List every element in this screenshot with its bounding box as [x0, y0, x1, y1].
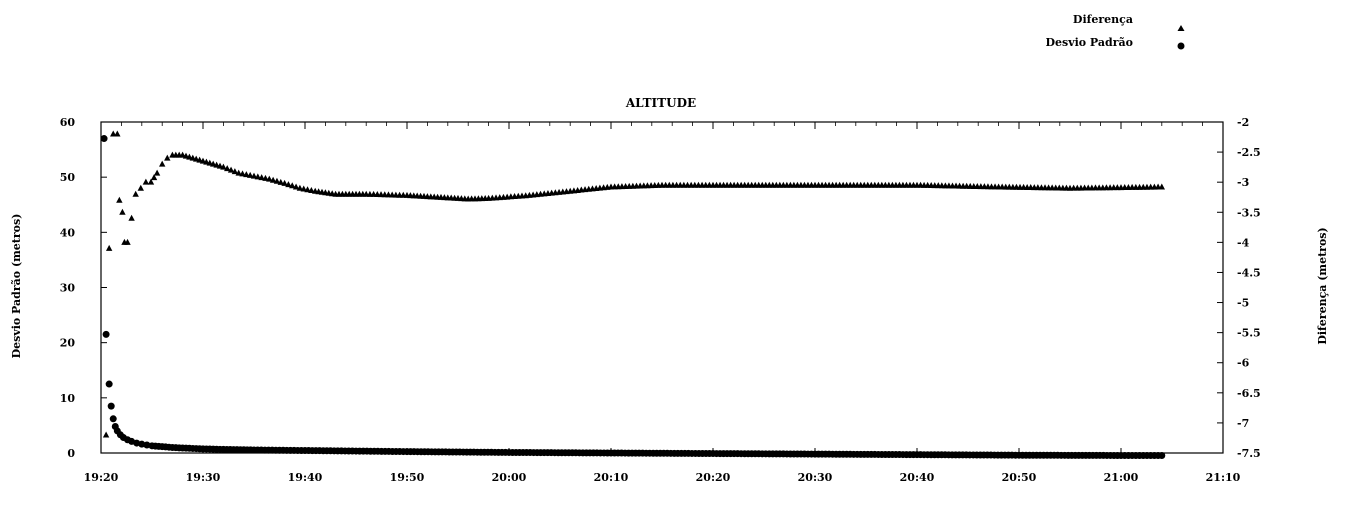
y-right-tick-label: -2: [1237, 116, 1249, 129]
data-point-diferenca: [164, 154, 171, 161]
y-left-tick-label: 10: [60, 392, 76, 405]
data-point-diferenca: [250, 172, 258, 179]
data-point-diferenca: [277, 178, 284, 185]
data-point-diferenca: [281, 179, 288, 186]
data-point-diferenca: [220, 163, 227, 170]
y-right-tick-label: -4.5: [1237, 266, 1261, 279]
plot-frame: [100, 121, 1224, 454]
y-axis-right-title: Diferença (metros): [1316, 227, 1329, 344]
data-point-diferenca: [269, 176, 277, 183]
data-point-desvio-padrao: [100, 135, 108, 143]
y-left-tick-label: 40: [60, 226, 76, 239]
legend-marker-circle-icon: [1177, 42, 1185, 50]
data-point-desvio-padrao: [1158, 451, 1166, 459]
series-desvio-padrao: [100, 135, 1166, 459]
data-point-diferenca: [300, 185, 307, 192]
y-left-tick-label: 50: [60, 171, 76, 184]
y-left-tick-label: 30: [60, 282, 76, 295]
data-point-diferenca: [159, 160, 166, 167]
data-point-diferenca: [254, 173, 262, 180]
y-right-tick-label: -7: [1237, 417, 1249, 430]
x-tick-label: 20:40: [900, 471, 935, 484]
x-tick-label: 19:30: [186, 471, 221, 484]
legend-label-diferenca: Diferença: [1073, 13, 1133, 26]
data-point-diferenca: [224, 165, 231, 172]
data-point-diferenca: [246, 171, 254, 178]
data-point-diferenca: [124, 238, 131, 245]
data-point-diferenca: [304, 186, 311, 193]
data-point-diferenca: [150, 174, 158, 181]
data-point-diferenca: [243, 171, 250, 178]
data-point-diferenca: [147, 178, 155, 185]
data-point-diferenca: [262, 174, 269, 181]
y-axis-right: -2 -2.5 -3 -3.5 -4 -4.5 -5 -5.5 -6 -6.5 -7 -7.5: [1217, 116, 1261, 460]
x-tick-label: 21:10: [1206, 471, 1241, 484]
x-tick-label: 20:20: [696, 471, 731, 484]
x-tick-label: 19:50: [390, 471, 425, 484]
data-point-desvio-padrao: [105, 380, 113, 388]
data-point-diferenca: [1158, 183, 1165, 190]
data-point-diferenca: [153, 169, 161, 176]
x-tick-label: 21:00: [1104, 471, 1139, 484]
x-tick-label: 20:10: [594, 471, 629, 484]
data-point-diferenca: [119, 208, 126, 215]
legend-marker-triangle-icon: [1177, 25, 1185, 31]
data-point-diferenca: [137, 184, 144, 191]
data-point-diferenca: [296, 184, 304, 191]
data-point-diferenca: [102, 431, 110, 438]
y-axis-left-title: Desvio Padrão (metros): [10, 214, 23, 359]
data-point-diferenca: [105, 244, 113, 251]
data-point-desvio-padrao: [107, 402, 115, 410]
y-right-tick-label: -6: [1237, 357, 1250, 370]
y-right-tick-label: -3: [1237, 176, 1249, 189]
data-point-diferenca: [114, 130, 121, 137]
data-point-diferenca: [235, 169, 242, 176]
x-tick-label: 20:30: [798, 471, 833, 484]
data-point-diferenca: [116, 196, 123, 203]
data-point-diferenca: [110, 130, 117, 137]
data-point-diferenca: [132, 190, 139, 197]
data-point-diferenca: [292, 183, 300, 190]
data-point-diferenca: [273, 177, 281, 184]
series-diferenca: [102, 130, 1165, 438]
data-point-diferenca: [308, 186, 315, 193]
data-point-diferenca: [258, 174, 265, 181]
data-point-diferenca: [231, 168, 239, 175]
data-point-diferenca: [128, 214, 135, 221]
y-right-tick-label: -2.5: [1237, 146, 1261, 159]
x-tick-label: 19:40: [288, 471, 323, 484]
y-axis-left: 0 10 20 30 40 50 60: [60, 116, 107, 460]
y-left-tick-label: 20: [60, 337, 76, 350]
y-right-tick-label: -5.5: [1237, 327, 1261, 340]
x-axis: 19:20 19:30 19:40 19:50 20:00 20:10 20:20 20:30…: [84, 122, 1241, 484]
y-right-tick-label: -5: [1237, 297, 1249, 310]
data-point-diferenca: [289, 182, 296, 189]
x-tick-label: 19:20: [84, 471, 119, 484]
x-tick-label: 20:50: [1002, 471, 1037, 484]
chart-title: ALTITUDE: [625, 96, 696, 110]
y-right-tick-label: -6.5: [1237, 387, 1261, 400]
y-right-tick-label: -3.5: [1237, 206, 1261, 219]
series-layer: [100, 130, 1166, 459]
data-point-diferenca: [239, 170, 246, 177]
data-point-diferenca: [142, 178, 150, 185]
y-right-tick-label: -7.5: [1237, 447, 1261, 460]
data-point-diferenca: [285, 181, 292, 188]
data-point-desvio-padrao: [109, 415, 117, 423]
y-left-tick-label: 0: [67, 447, 75, 460]
x-tick-label: 20:00: [492, 471, 527, 484]
legend-label-desvio-padrao: Desvio Padrão: [1045, 36, 1133, 49]
legend: Diferença Desvio Padrão: [1045, 13, 1185, 50]
y-left-tick-label: 60: [60, 116, 76, 129]
data-point-diferenca: [227, 166, 235, 173]
data-point-desvio-padrao: [102, 330, 110, 338]
y-right-tick-label: -4: [1237, 236, 1250, 249]
data-point-diferenca: [266, 175, 273, 182]
